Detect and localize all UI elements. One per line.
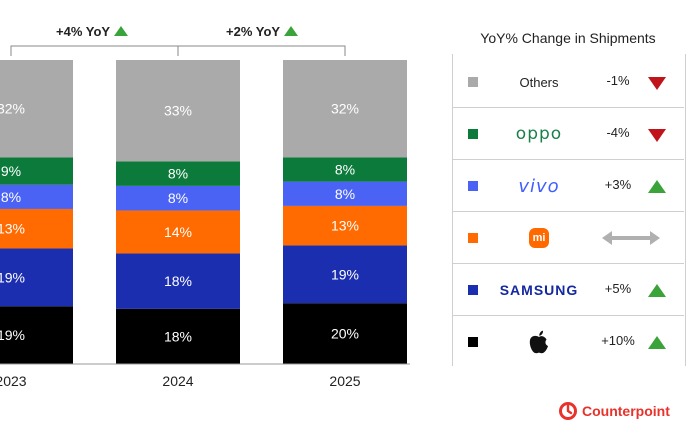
samsung-logo-text: SAMSUNG [499, 282, 579, 298]
legend-divider [452, 211, 684, 212]
legend-swatch-samsung [468, 285, 478, 295]
segment-label-vivo-2023: 8% [1, 189, 21, 205]
apple-logo [488, 316, 590, 368]
segment-label-xiaomi-2024: 14% [164, 224, 192, 240]
segment-label-vivo-2024: 8% [168, 190, 188, 206]
up-triangle-icon [648, 336, 666, 349]
bar-segment-xiaomi-2023 [0, 208, 73, 249]
segment-label-others-2023: 32% [0, 101, 25, 117]
segment-label-samsung-2024: 18% [164, 273, 192, 289]
legend-title: YoY% Change in Shipments [480, 30, 656, 46]
segment-labels: 19% 19% 13% 8% 9% 32% 18% 18% 14% 8% 8% 33% 20% 19% 13… [0, 101, 359, 345]
down-triangle-icon [648, 77, 666, 90]
stacked-bar-chart: 19% 19% 13% 8% 9% 32% 18% 18% 14% 8% 8% 33% 20% 19% 13… [0, 45, 410, 389]
yoy-bracket-1 [10, 45, 179, 56]
legend-swatch-xiaomi [468, 233, 478, 243]
x-tick-label-2023: 2023 [0, 373, 27, 389]
legend-brand-others: Others [488, 56, 590, 108]
yoy-annotation-2: +2% YoY [226, 24, 299, 39]
bar-segment-xiaomi-2025 [283, 205, 407, 246]
legend-change-samsung: +5% [604, 281, 632, 296]
apple-logo-icon [529, 330, 548, 354]
counterpoint-logo-icon [559, 402, 577, 420]
legend-swatch-apple [468, 337, 478, 347]
bar-segment-xiaomi-2024 [116, 210, 240, 254]
bar-segment-samsung-2024 [116, 253, 240, 309]
segment-label-oppo-2025: 8% [335, 161, 355, 177]
x-tick-label-2025: 2025 [329, 373, 360, 389]
legend-row-others: Others -1% [452, 56, 684, 108]
segment-label-others-2024: 33% [164, 103, 192, 119]
legend-row-samsung: SAMSUNG +5% [452, 264, 684, 316]
legend-row-vivo: vivo +3% [452, 160, 684, 212]
x-tick-label-2024: 2024 [162, 373, 193, 389]
bar-segment-others-2024 [116, 60, 240, 162]
legend-divider [452, 315, 684, 316]
segment-label-oppo-2023: 9% [1, 163, 21, 179]
vivo-logo-text: vivo [518, 175, 560, 197]
legend-row-xiaomi: mi [452, 212, 684, 264]
legend-change-vivo: +3% [604, 177, 632, 192]
segment-label-xiaomi-2023: 13% [0, 221, 25, 237]
yoy-brackets [10, 45, 346, 56]
bar-segment-samsung-2025 [283, 245, 407, 304]
counterpoint-logo-text: Counterpoint [582, 403, 670, 419]
legend-divider [452, 107, 684, 108]
bar-segment-oppo-2023 [0, 157, 73, 185]
yoy-annotation-1-text: +4% YoY [56, 24, 110, 39]
up-triangle-icon [648, 180, 666, 193]
bar-segment-oppo-2025 [283, 157, 407, 182]
legend-divider [452, 159, 684, 160]
vivo-logo: vivo [488, 160, 590, 212]
flat-double-arrow-icon [602, 231, 660, 245]
up-triangle-icon [114, 26, 129, 36]
legend-change-apple: +10% [601, 333, 635, 348]
x-axis-labels: 2023 2024 2025 [0, 373, 361, 389]
legend-change-oppo: -4% [606, 125, 630, 140]
segment-label-others-2025: 32% [331, 101, 359, 117]
legend-row-oppo: oppo -4% [452, 108, 684, 160]
legend-change-others: -1% [606, 73, 630, 88]
up-triangle-icon [648, 284, 666, 297]
legend-divider [452, 263, 684, 264]
bar-segment-apple-2023 [0, 306, 73, 364]
samsung-logo: SAMSUNG [488, 264, 590, 316]
xiaomi-logo-icon: mi [529, 228, 549, 248]
yoy-annotation-2-text: +2% YoY [226, 24, 280, 39]
down-triangle-icon [648, 129, 666, 142]
bar-segment-apple-2024 [116, 308, 240, 364]
oppo-logo-text: oppo [515, 124, 563, 144]
segment-label-oppo-2024: 8% [168, 166, 188, 182]
segment-label-samsung-2023: 19% [0, 269, 25, 285]
legend-swatch-others [468, 77, 478, 87]
bar-segment-apple-2025 [283, 303, 407, 364]
brand-label-others: Others [519, 74, 559, 90]
bar-segment-others-2023 [0, 60, 73, 158]
segment-label-apple-2025: 20% [331, 326, 359, 342]
bar-segment-vivo-2024 [116, 185, 240, 211]
bar-segment-vivo-2025 [283, 181, 407, 206]
counterpoint-logo: Counterpoint [558, 401, 670, 421]
yoy-bracket-2 [177, 45, 346, 56]
legend-swatch-vivo [468, 181, 478, 191]
segment-label-apple-2023: 19% [0, 327, 25, 343]
segment-label-xiaomi-2025: 13% [331, 218, 359, 234]
xiaomi-logo: mi [488, 212, 590, 264]
segment-label-samsung-2025: 19% [331, 266, 359, 282]
legend-swatch-oppo [468, 129, 478, 139]
bar-segment-vivo-2023 [0, 184, 73, 209]
legend-row-apple: +10% [452, 316, 684, 368]
segment-label-vivo-2025: 8% [335, 186, 355, 202]
segment-label-apple-2024: 18% [164, 328, 192, 344]
bars-group [0, 60, 407, 364]
bar-segment-samsung-2023 [0, 248, 73, 307]
yoy-annotation-1: +4% YoY [56, 24, 129, 39]
bar-segment-oppo-2024 [116, 161, 240, 186]
oppo-logo: oppo [488, 108, 590, 160]
bar-segment-others-2025 [283, 60, 407, 158]
legend-left-border [452, 54, 453, 366]
up-triangle-icon [284, 26, 299, 36]
